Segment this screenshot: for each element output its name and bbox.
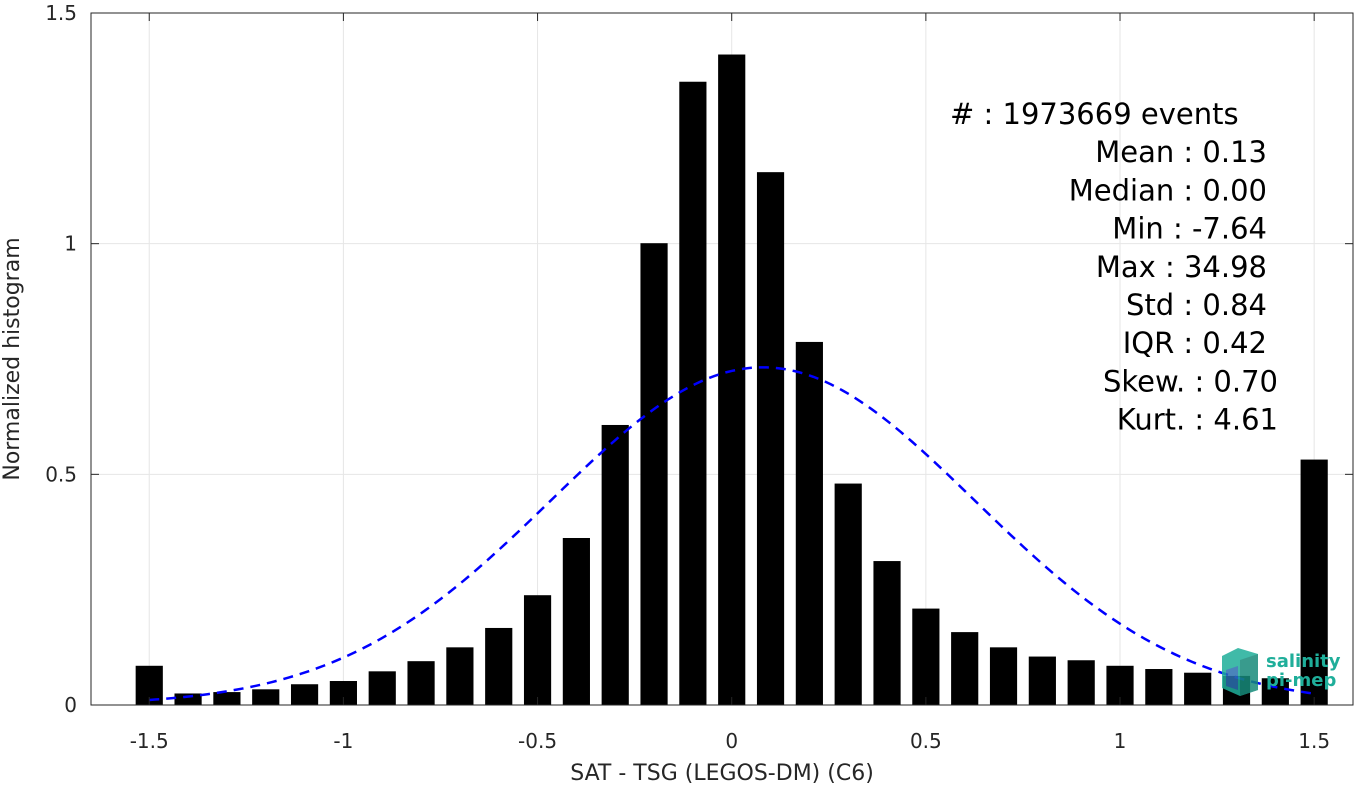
histogram-bar <box>1300 459 1328 705</box>
logo-line1: salinity <box>1266 651 1341 672</box>
histogram-bar <box>795 341 823 705</box>
logo-icon <box>1222 648 1258 696</box>
stat-line: Median : 0.00 <box>1069 173 1267 207</box>
statistics-annotation: # : 1973669 events Mean : 0.13 Median : 0.… <box>950 97 1278 437</box>
x-tick-label: -1.5 <box>130 729 169 753</box>
x-tick-label: 1 <box>1114 729 1127 753</box>
histogram-bar <box>1028 656 1056 705</box>
x-tick-label: 0 <box>725 729 738 753</box>
x-tick-label: 0.5 <box>910 729 942 753</box>
x-axis-label: SAT - TSG (LEGOS-DM) (C6) <box>570 761 874 785</box>
histogram-bar <box>718 54 746 705</box>
histogram-bar <box>368 671 396 705</box>
x-tick-label: -0.5 <box>518 729 557 753</box>
axis-ticks <box>91 12 1353 706</box>
y-axis-label: Normalized histogram <box>0 237 25 480</box>
histogram-bar <box>989 647 1018 705</box>
y-tick-label: 0.5 <box>45 462 77 486</box>
histogram-bar <box>951 632 979 705</box>
y-tick-label: 1.5 <box>45 1 77 25</box>
histogram-bar <box>640 243 668 706</box>
histogram-bar <box>252 689 280 705</box>
histogram-bar <box>523 595 552 705</box>
stat-line: Kurt. : 4.61 <box>1117 403 1278 437</box>
stat-line: Max : 34.98 <box>1096 250 1267 284</box>
stat-line: IQR : 0.42 <box>1123 326 1267 360</box>
histogram-bar <box>213 692 241 705</box>
salinity-pimep-logo: salinity pi-mep <box>1222 648 1341 696</box>
histogram-bar <box>601 424 629 705</box>
histogram-bar <box>1184 672 1212 705</box>
histogram-bar <box>562 537 590 705</box>
histogram-bar <box>485 627 513 705</box>
x-tick-label: 1.5 <box>1298 729 1330 753</box>
y-tick-label: 1 <box>64 232 77 256</box>
histogram-bar <box>679 81 707 706</box>
logo-line2: pi-mep <box>1266 670 1336 691</box>
histogram-bar <box>912 608 940 705</box>
plot-frame <box>90 12 1354 706</box>
histogram-bar <box>290 684 319 705</box>
stat-line: Mean : 0.13 <box>1095 135 1267 169</box>
histogram-bar <box>756 172 785 705</box>
x-tick-label: -1 <box>333 729 353 753</box>
histogram-bar <box>873 561 901 705</box>
stat-line: Std : 0.84 <box>1126 288 1267 322</box>
histogram-bar <box>329 681 357 705</box>
y-tick-labels: 0 0.5 1 1.5 <box>45 1 77 717</box>
stat-line: # : 1973669 events <box>950 97 1239 131</box>
histogram-bar <box>407 661 435 705</box>
histogram-bar <box>834 483 862 705</box>
y-tick-label: 0 <box>64 693 77 717</box>
stat-line: Min : -7.64 <box>1112 212 1267 246</box>
histogram-bar <box>174 693 202 705</box>
histogram-bar <box>446 647 474 705</box>
x-tick-labels: -1.5 -1 -0.5 0 0.5 1 1.5 <box>130 729 1330 753</box>
histogram-bar <box>1067 660 1095 705</box>
bars <box>135 54 1328 706</box>
normal-fit-curve <box>149 366 1315 702</box>
histogram-bar <box>1261 678 1289 705</box>
histogram-bar <box>1145 669 1173 705</box>
stat-line: Skew. : 0.70 <box>1103 364 1278 398</box>
